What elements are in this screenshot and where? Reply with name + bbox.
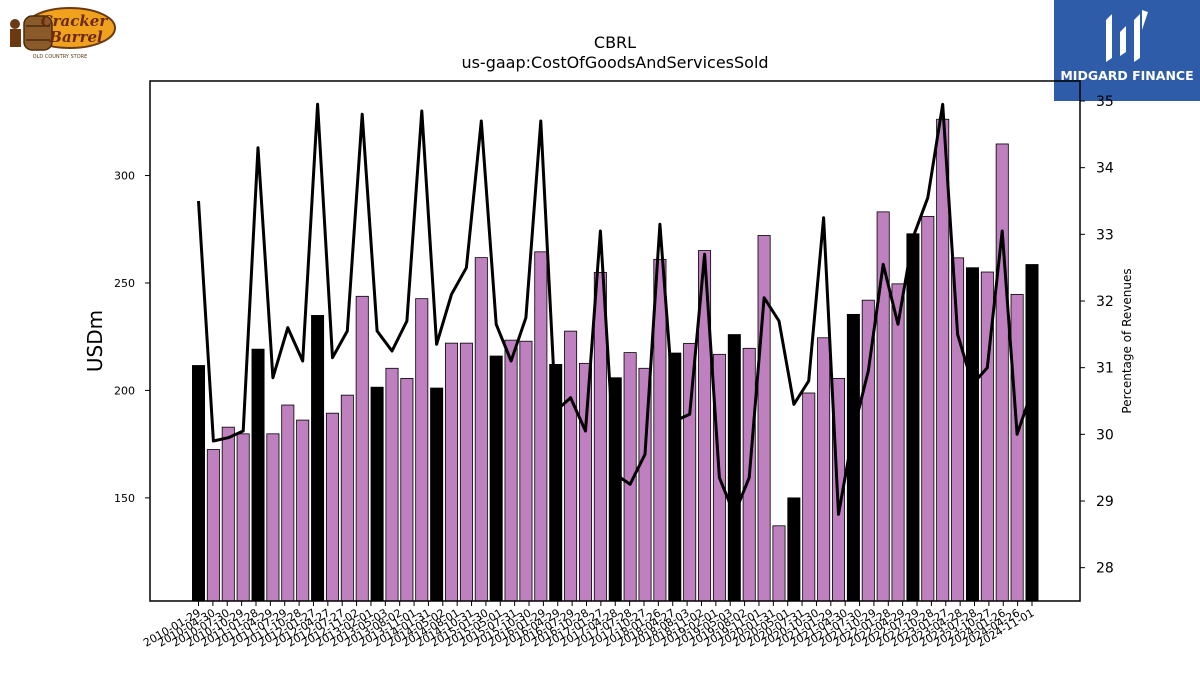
y2-tick-label: 33 — [1096, 227, 1114, 243]
bar — [430, 387, 444, 602]
bar — [236, 433, 250, 602]
bar — [995, 143, 1009, 602]
bars-group — [191, 118, 1039, 602]
y-tick-label: 200 — [114, 384, 135, 397]
bar — [400, 377, 414, 602]
y-axis: 150 200 250 300 — [114, 170, 150, 505]
chart-title: CBRL — [594, 33, 636, 52]
y2-tick-label: 28 — [1096, 561, 1114, 577]
bar — [906, 233, 920, 602]
y-tick-label: 150 — [114, 492, 135, 505]
bar — [787, 497, 801, 602]
bar — [534, 251, 548, 602]
cracker-barrel-logo-mark: Cracker Barrel — [10, 7, 116, 51]
bar — [191, 365, 206, 602]
bar — [251, 348, 265, 602]
midgard-finance-logo-mark — [1106, 10, 1148, 62]
bar — [489, 355, 503, 602]
cracker-barrel-logo: Cracker Barrel OLD COUNTRY STORE — [4, 4, 116, 62]
bar — [519, 340, 533, 602]
bar — [385, 367, 399, 602]
svg-text:Cracker: Cracker — [41, 12, 109, 30]
bar — [221, 426, 235, 602]
x-axis: 2010-01-292010-04-302010-07-302010-10-29… — [141, 601, 1037, 650]
chart-subtitle: us-gaap:CostOfGoodsAndServicesSold — [461, 53, 768, 72]
bar — [727, 334, 741, 602]
bar — [370, 386, 384, 602]
midgard-finance-logo: MIDGARD FINANCE — [1054, 0, 1200, 101]
bar — [504, 339, 518, 602]
pct-line — [197, 102, 1034, 516]
bar — [206, 449, 220, 602]
bar — [921, 215, 935, 602]
bar — [802, 392, 816, 602]
bar — [951, 257, 965, 602]
y2-tick-label: 32 — [1096, 294, 1114, 310]
bar — [668, 352, 682, 602]
bar — [340, 394, 354, 602]
bar — [965, 267, 979, 602]
y2-tick-label: 34 — [1096, 161, 1114, 177]
bar — [325, 412, 339, 602]
bar — [281, 404, 295, 602]
y-tick-label: 250 — [114, 277, 135, 290]
y2-axis: 28 29 30 31 32 33 34 35 — [1080, 94, 1114, 577]
y2-tick-label: 30 — [1096, 427, 1114, 443]
bar — [1025, 264, 1039, 602]
bar — [445, 342, 459, 602]
bar — [564, 330, 578, 602]
cracker-barrel-tagline: OLD COUNTRY STORE — [32, 54, 88, 60]
y2-tick-label: 31 — [1096, 361, 1114, 377]
bar — [266, 433, 280, 602]
bar — [296, 419, 310, 602]
bar — [578, 362, 592, 602]
y2-tick-label: 35 — [1096, 94, 1114, 110]
bar — [817, 337, 831, 602]
y-tick-label: 300 — [114, 170, 135, 183]
bar — [1010, 293, 1024, 602]
bar — [459, 342, 473, 602]
svg-text:Barrel: Barrel — [48, 28, 103, 46]
bar — [757, 235, 771, 602]
midgard-finance-text: MIDGARD FINANCE — [1060, 68, 1194, 83]
line-group — [197, 102, 1034, 516]
bar — [415, 298, 429, 602]
bar — [772, 525, 786, 602]
bar — [891, 283, 905, 602]
bar — [355, 295, 369, 602]
y2-axis-label: Percentage of Revenues — [1120, 268, 1134, 413]
y-axis-label: USDm — [83, 310, 107, 372]
bar — [474, 257, 488, 602]
y2-tick-label: 29 — [1096, 494, 1114, 510]
bar — [311, 315, 325, 602]
